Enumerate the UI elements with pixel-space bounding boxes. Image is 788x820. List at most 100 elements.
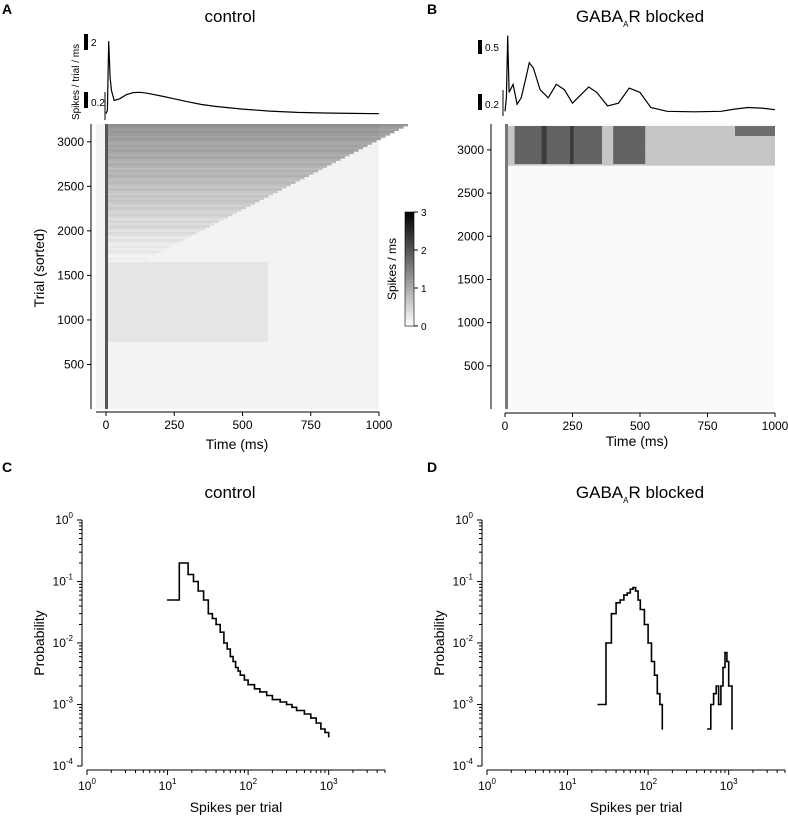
x-tick-label: 250 xyxy=(164,418,184,432)
colorbar: 0 1 2 3 Spikes / ms xyxy=(385,208,427,333)
panel-a-x-ticks: 0 250 500 750 1000 xyxy=(103,412,393,432)
data-point xyxy=(192,580,195,583)
panel-a-onset-band xyxy=(105,124,108,409)
x-tick-label: 102 xyxy=(639,777,657,793)
panel-a-raster-row xyxy=(108,248,165,251)
y-tick-label: 10-1 xyxy=(53,573,74,589)
data-point xyxy=(715,685,717,687)
panel-a-raster-row xyxy=(108,163,332,166)
panel-a-raster-row xyxy=(108,232,197,235)
panel-a-raster-row xyxy=(108,176,305,180)
panel-a-raster-row xyxy=(108,211,237,214)
panel-b-scalebar-top xyxy=(478,40,482,54)
data-point xyxy=(295,709,298,712)
data-point xyxy=(597,703,599,706)
data-point xyxy=(653,674,656,676)
panel-b-y-ticks: 500 1000 1500 2000 2500 3000 xyxy=(457,143,491,373)
panel-b-oscillation-band xyxy=(541,126,574,164)
y-tick-label: 100 xyxy=(55,511,73,527)
x-tick-label: 100 xyxy=(478,777,496,793)
y-tick-label: 2500 xyxy=(457,186,484,200)
panel-a-raster-fade xyxy=(108,262,268,342)
panel-a-raster-row xyxy=(108,206,246,210)
panel-a-raster-row xyxy=(108,179,300,182)
panel-a-raster-row xyxy=(108,229,201,233)
y-tick-label: 10-4 xyxy=(53,757,74,773)
panel-a-raster-row xyxy=(108,239,183,242)
panel-a-raster: 500 1000 1500 2000 2500 3000 0 250 500 750 1000 T… xyxy=(31,124,408,452)
x-tick-base: 10 xyxy=(320,779,334,793)
panel-a-raster-row xyxy=(108,144,368,148)
panel-a-raster-row xyxy=(108,153,350,157)
data-point xyxy=(310,717,312,719)
panel-d-title-sub: A xyxy=(623,496,629,505)
panel-label-b: B xyxy=(427,1,437,17)
panel-a-raster-row xyxy=(108,165,327,168)
y-tick-label: 10-3 xyxy=(453,696,474,712)
data-point xyxy=(720,685,722,687)
data-point xyxy=(219,631,221,633)
panel-b-psth: 0.5 0.2 xyxy=(478,35,776,116)
colorbar-ticks: 0 1 2 3 xyxy=(414,208,427,333)
x-tick-base: 10 xyxy=(159,779,173,793)
panel-a-raster-row xyxy=(108,151,354,154)
data-point xyxy=(726,660,728,663)
x-tick-base: 10 xyxy=(239,779,253,793)
panel-a-raster-row xyxy=(108,199,260,203)
data-point xyxy=(712,692,715,695)
panel-b-onset-band xyxy=(505,124,508,409)
data-point xyxy=(610,612,613,615)
panel-a-raster-row xyxy=(108,209,242,212)
panel-b-raster: 500 1000 1500 2000 2500 3000 0 250 500 750 1000 T… xyxy=(457,124,788,449)
data-point xyxy=(629,588,632,590)
panel-b-raster-row xyxy=(508,163,775,166)
y-tick-label: 10-3 xyxy=(53,696,74,712)
y-tick-base: 10 xyxy=(53,636,67,650)
y-tick-label: 1000 xyxy=(457,316,484,330)
x-tick-label: 103 xyxy=(720,777,738,793)
data-point xyxy=(710,703,712,706)
data-point xyxy=(247,683,249,686)
y-tick-base: 10 xyxy=(53,759,67,773)
y-tick-label: 1000 xyxy=(57,313,84,327)
panel-a-raster-row xyxy=(108,170,318,173)
x-tick-exponent: 0 xyxy=(91,777,96,786)
panel-a-raster-row xyxy=(108,156,345,159)
panel-d-x-ticks: 100 101 102 103 xyxy=(478,770,786,793)
y-tick-base: 10 xyxy=(453,575,467,589)
panel-a-raster-row xyxy=(108,183,291,187)
data-point xyxy=(178,562,181,564)
panel-a-raster-row xyxy=(108,158,341,161)
data-point xyxy=(661,728,664,730)
panel-a-raster-row xyxy=(108,234,192,237)
data-point xyxy=(647,642,649,644)
panel-c-title: control xyxy=(204,483,255,502)
panel-c-y-ticks: 100 10-1 10-2 10-3 10-4 xyxy=(53,511,82,773)
panel-a-scalebar-bottom xyxy=(84,92,88,108)
data-point xyxy=(291,706,293,709)
x-tick-exponent: 1 xyxy=(172,777,177,786)
y-tick-label: 500 xyxy=(64,357,84,371)
panel-a-raster-row xyxy=(108,130,395,134)
panel-a-raster-row xyxy=(108,197,264,200)
x-tick-exponent: 2 xyxy=(253,777,258,786)
series-line-0 xyxy=(167,562,330,737)
panel-b-oscillation-band xyxy=(613,126,646,164)
panel-a-raster-row xyxy=(108,149,359,152)
panel-a-raster-row xyxy=(108,124,408,127)
colorbar-tick-label: 3 xyxy=(421,208,427,219)
data-point xyxy=(626,592,628,594)
panel-a-raster-row xyxy=(108,160,336,164)
y-tick-label: 2500 xyxy=(57,179,84,193)
panel-b-oscillation-band xyxy=(514,126,547,164)
y-tick-label: 10-4 xyxy=(453,757,474,773)
x-tick-exponent: 2 xyxy=(653,777,658,786)
panel-b-oscillation-band xyxy=(570,126,602,164)
data-point xyxy=(724,651,726,654)
data-point xyxy=(187,573,189,576)
panel-a-raster-row xyxy=(108,227,206,230)
y-tick-label: 10-2 xyxy=(53,634,74,650)
data-point xyxy=(315,722,318,724)
x-tick-label: 103 xyxy=(320,777,338,793)
